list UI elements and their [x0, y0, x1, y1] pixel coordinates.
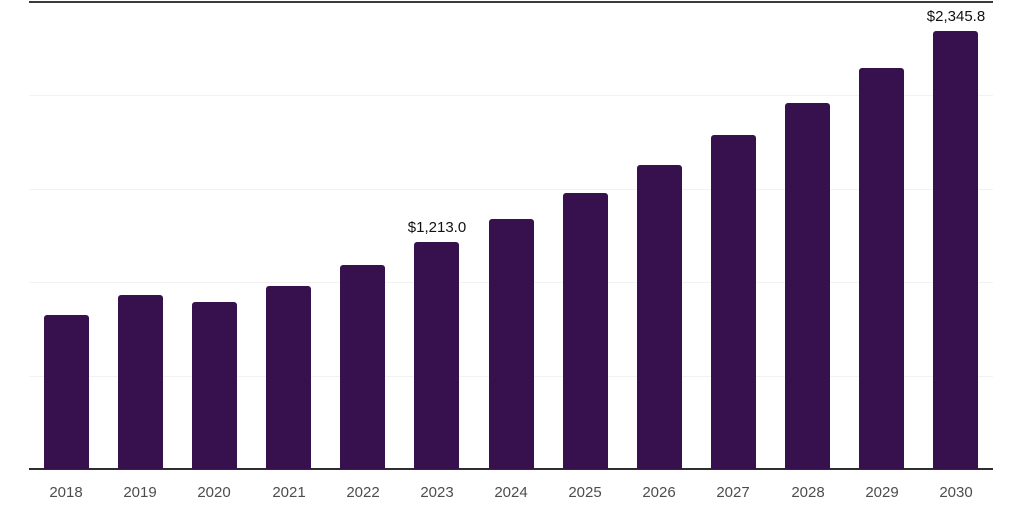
x-tick-2020: 2020 — [197, 484, 231, 501]
x-tick-2021: 2021 — [272, 484, 306, 501]
bar-2023[interactable] — [414, 242, 459, 469]
gridline — [29, 95, 993, 96]
bar-2026[interactable] — [637, 165, 682, 469]
x-tick-2025: 2025 — [568, 484, 602, 501]
x-tick-2030: 2030 — [939, 484, 973, 501]
x-tick-2027: 2027 — [716, 484, 750, 501]
bar-2028[interactable] — [785, 103, 830, 469]
x-tick-2022: 2022 — [346, 484, 380, 501]
bar-2030[interactable] — [933, 31, 978, 469]
bar-2024[interactable] — [489, 219, 534, 469]
x-tick-2028: 2028 — [791, 484, 825, 501]
bar-2020[interactable] — [192, 302, 237, 469]
x-tick-2018: 2018 — [49, 484, 83, 501]
x-tick-2026: 2026 — [642, 484, 676, 501]
x-tick-2024: 2024 — [494, 484, 528, 501]
value-label-2030: $2,345.8 — [926, 8, 986, 25]
x-tick-2019: 2019 — [123, 484, 157, 501]
bar-2019[interactable] — [118, 295, 163, 469]
bar-2025[interactable] — [563, 193, 608, 469]
bar-2021[interactable] — [266, 286, 311, 469]
bar-2029[interactable] — [859, 68, 904, 469]
value-label-2023: $1,213.0 — [407, 219, 467, 236]
gridline — [29, 189, 993, 190]
plot-top-border — [29, 1, 993, 3]
x-tick-2023: 2023 — [420, 484, 454, 501]
x-tick-2029: 2029 — [865, 484, 899, 501]
bar-2018[interactable] — [44, 315, 89, 469]
x-axis-line — [29, 468, 993, 470]
bar-2027[interactable] — [711, 135, 756, 469]
bar-2022[interactable] — [340, 265, 385, 469]
